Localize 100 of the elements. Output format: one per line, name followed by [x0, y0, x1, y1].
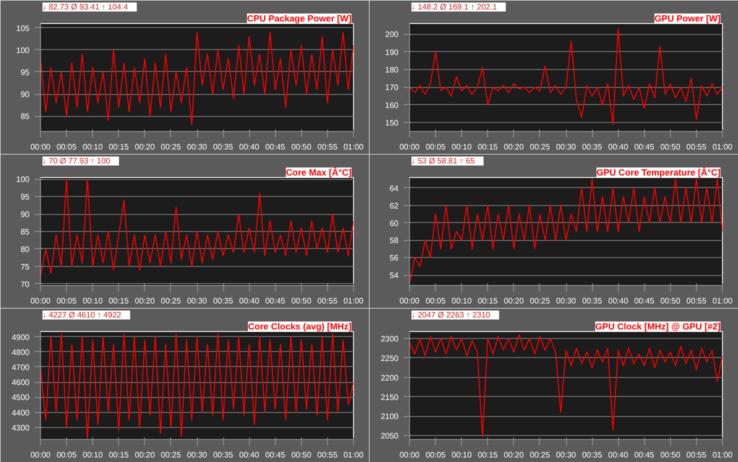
x-tick-label: 00:00 — [30, 296, 52, 306]
x-tick-label: 00:50 — [660, 450, 681, 460]
x-tick-label: 00:15 — [108, 450, 130, 460]
x-tick-label: 00:20 — [134, 296, 156, 306]
x-tick-label: 01:00 — [712, 142, 734, 152]
x-tick-label: 00:15 — [478, 296, 498, 306]
y-tick-label: 70 — [20, 280, 30, 289]
y-tick-label: 95 — [20, 192, 30, 202]
y-tick-label: 90 — [20, 210, 30, 220]
chart-subtitle: ↓ 148.2 Ø 169.1 ↑ 202.1 — [412, 2, 498, 12]
x-tick-label: 00:20 — [504, 296, 524, 306]
y-tick-label: 170 — [385, 83, 400, 92]
text: GPU Power [W] — [654, 14, 721, 24]
chart-subtitle: ↓ 2047 Ø 2263 ↑ 2310 — [412, 310, 491, 320]
x-tick-label: 01:00 — [343, 296, 364, 306]
y-tick-label: 62 — [390, 201, 400, 210]
x-tick-label: 00:45 — [634, 142, 655, 152]
y-tick-label: 200 — [385, 30, 400, 40]
series-label: GPU Core Temperature [Â°C] — [596, 166, 721, 178]
x-tick-label: 00:25 — [160, 296, 182, 306]
x-tick-label: 00:10 — [82, 142, 104, 152]
y-tick-label: 190 — [385, 48, 400, 57]
x-tick-label: 00:30 — [186, 142, 208, 152]
y-tick-label: 4600 — [12, 378, 30, 388]
x-tick-label: 00:45 — [634, 296, 655, 306]
x-tick-label: 00:35 — [213, 142, 234, 152]
x-tick-label: 00:15 — [108, 296, 130, 306]
x-tick-label: 00:40 — [608, 142, 629, 152]
x-tick-label: 00:30 — [556, 142, 577, 152]
x-tick-label: 00:00 — [399, 142, 420, 152]
x-tick-label: 00:05 — [56, 142, 78, 152]
x-tick-label: 00:10 — [452, 450, 472, 460]
y-tick-label: 100 — [16, 46, 30, 55]
x-tick-label: 00:50 — [291, 296, 312, 306]
x-tick-label: 00:40 — [239, 142, 260, 152]
x-tick-label: 00:15 — [478, 450, 498, 460]
y-tick-label: 2050 — [380, 432, 400, 441]
y-tick-label: 2300 — [380, 334, 400, 344]
x-tick-label: 00:45 — [265, 296, 286, 306]
y-tick-label: 4700 — [12, 362, 30, 372]
series-label: CPU Package Power [W] — [246, 14, 352, 24]
x-tick-label: 00:10 — [452, 296, 472, 306]
y-tick-label: 90 — [20, 90, 30, 100]
text: Core Max [Â°C] — [286, 166, 352, 178]
x-tick-label: 00:45 — [265, 450, 286, 460]
y-tick-label: 75 — [20, 262, 30, 272]
x-tick-label: 00:35 — [582, 142, 603, 152]
x-tick-label: 00:50 — [660, 142, 681, 152]
x-tick-label: 00:50 — [291, 450, 312, 460]
x-tick-label: 00:40 — [608, 450, 629, 460]
x-tick-label: 00:25 — [530, 142, 550, 152]
y-tick-label: 105 — [16, 24, 30, 33]
x-tick-label: 00:25 — [530, 450, 550, 460]
y-tick-label: 4500 — [12, 393, 30, 402]
x-tick-label: 00:30 — [556, 450, 577, 460]
y-tick-label: 80 — [20, 244, 30, 254]
x-tick-label: 00:55 — [686, 296, 707, 306]
y-tick-label: 2150 — [380, 392, 400, 402]
x-tick-label: 00:40 — [608, 296, 629, 306]
chart-subtitle: ↓ 82.73 Ø 93.41 ↑ 104.4 — [42, 2, 128, 12]
x-tick-label: 00:15 — [108, 142, 130, 152]
x-tick-label: 00:55 — [686, 450, 707, 460]
x-tick-label: 00:00 — [399, 450, 420, 460]
x-tick-label: 00:05 — [426, 142, 446, 152]
x-tick-label: 00:20 — [134, 142, 156, 152]
y-tick-label: 100 — [16, 175, 30, 184]
y-tick-label: 180 — [385, 66, 400, 75]
x-tick-label: 00:05 — [426, 296, 446, 306]
x-tick-label: 00:20 — [504, 450, 524, 460]
y-tick-label: 58 — [390, 236, 400, 246]
x-tick-label: 00:15 — [478, 142, 498, 152]
series-label: Core Clocks (avg) [MHz] — [248, 322, 352, 332]
y-tick-label: 4800 — [12, 348, 30, 357]
y-tick-label: 150 — [385, 118, 400, 128]
x-tick-label: 00:35 — [213, 450, 234, 460]
y-tick-label: 4900 — [12, 332, 30, 342]
x-tick-label: 00:30 — [186, 296, 208, 306]
y-tick-label: 4300 — [12, 423, 30, 432]
x-tick-label: 01:00 — [712, 450, 734, 460]
chart-subtitle: ↓ 53 Ø 58.81 ↑ 65 — [412, 156, 476, 166]
x-tick-label: 00:10 — [452, 142, 472, 152]
x-tick-label: 00:30 — [556, 296, 577, 306]
x-tick-label: 01:00 — [712, 296, 734, 306]
x-tick-label: 00:40 — [239, 296, 260, 306]
y-tick-label: 54 — [390, 271, 400, 280]
y-tick-label: 2100 — [380, 412, 400, 422]
y-tick-label: 56 — [390, 254, 400, 263]
x-tick-label: 00:40 — [239, 450, 260, 460]
y-tick-label: 85 — [20, 228, 30, 236]
x-tick-label: 00:55 — [317, 450, 338, 460]
y-tick-label: 64 — [390, 184, 400, 193]
x-tick-label: 00:25 — [530, 296, 550, 306]
x-tick-label: 00:35 — [582, 450, 603, 460]
x-tick-label: 00:55 — [317, 142, 338, 152]
text: GPU Clock [MHz] @ GPU [#2] — [595, 322, 721, 332]
x-tick-label: 00:30 — [186, 450, 208, 460]
x-tick-label: 00:10 — [82, 296, 104, 306]
x-tick-label: 00:05 — [56, 296, 78, 306]
x-tick-label: 00:00 — [399, 296, 420, 306]
chart-subtitle: ↓ 70 Ø 77.93 ↑ 100 — [42, 156, 111, 166]
